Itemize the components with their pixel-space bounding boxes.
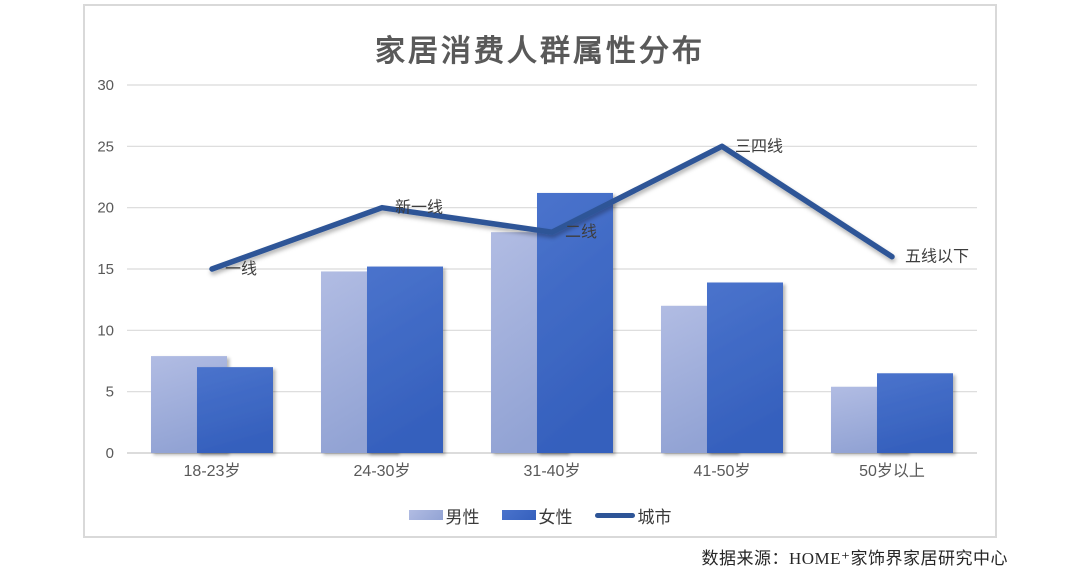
y-tick-label: 30 [97,77,114,94]
x-category-label: 18-23岁 [184,462,241,480]
y-tick-label: 25 [97,138,114,155]
x-category-label: 50岁以上 [859,462,925,480]
line-城市 [209,143,895,272]
y-tick-label: 15 [97,261,114,278]
bar-女性-31-40岁 [537,192,613,454]
legend-swatch-bar [408,510,443,520]
y-tick-label: 5 [106,384,114,401]
y-tick-label: 10 [97,322,114,339]
legend-item-城市: 城市 [594,503,672,528]
source-note: 数据来源：HOME⁺家饰界家居研究中心 [701,549,1008,568]
plot-area: 0 5 10 15 20 25 30 18-23岁 24-30岁 31-40岁 41-50岁 50岁以… [97,77,977,480]
line-point-label: 五线以下 [905,248,969,266]
x-category-label: 24-30岁 [354,462,411,480]
line-point-label: 一线 [225,260,257,278]
bar-女性-24-30岁 [367,266,443,453]
x-category-label: 31-40岁 [524,462,581,480]
line-point-label: 三四线 [735,137,783,155]
line-point-label: 新一线 [395,199,443,217]
bar-女性-41-50岁 [707,282,783,453]
legend-item-女性: 女性 [501,503,573,528]
y-tick-label: 0 [106,445,114,462]
x-category-label: 41-50岁 [694,462,751,480]
chart-frame: 家居消费人群属性分布 0 5 10 15 20 25 30 18-23岁 24-30岁 31-40… [83,4,997,538]
legend: 男性 女性 城市 [83,502,997,528]
legend-label: 男性 [445,507,480,527]
legend-label: 城市 [637,507,672,527]
legend-label: 女性 [538,507,573,527]
legend-item-男性: 男性 [408,503,480,528]
y-tick-label: 20 [97,200,114,217]
bar-女性-18-23岁 [197,367,273,453]
legend-swatch-line [594,512,635,518]
bar-女性-50岁以上 [877,373,953,453]
line-point-label: 二线 [565,223,597,241]
legend-swatch-bar [501,510,536,520]
